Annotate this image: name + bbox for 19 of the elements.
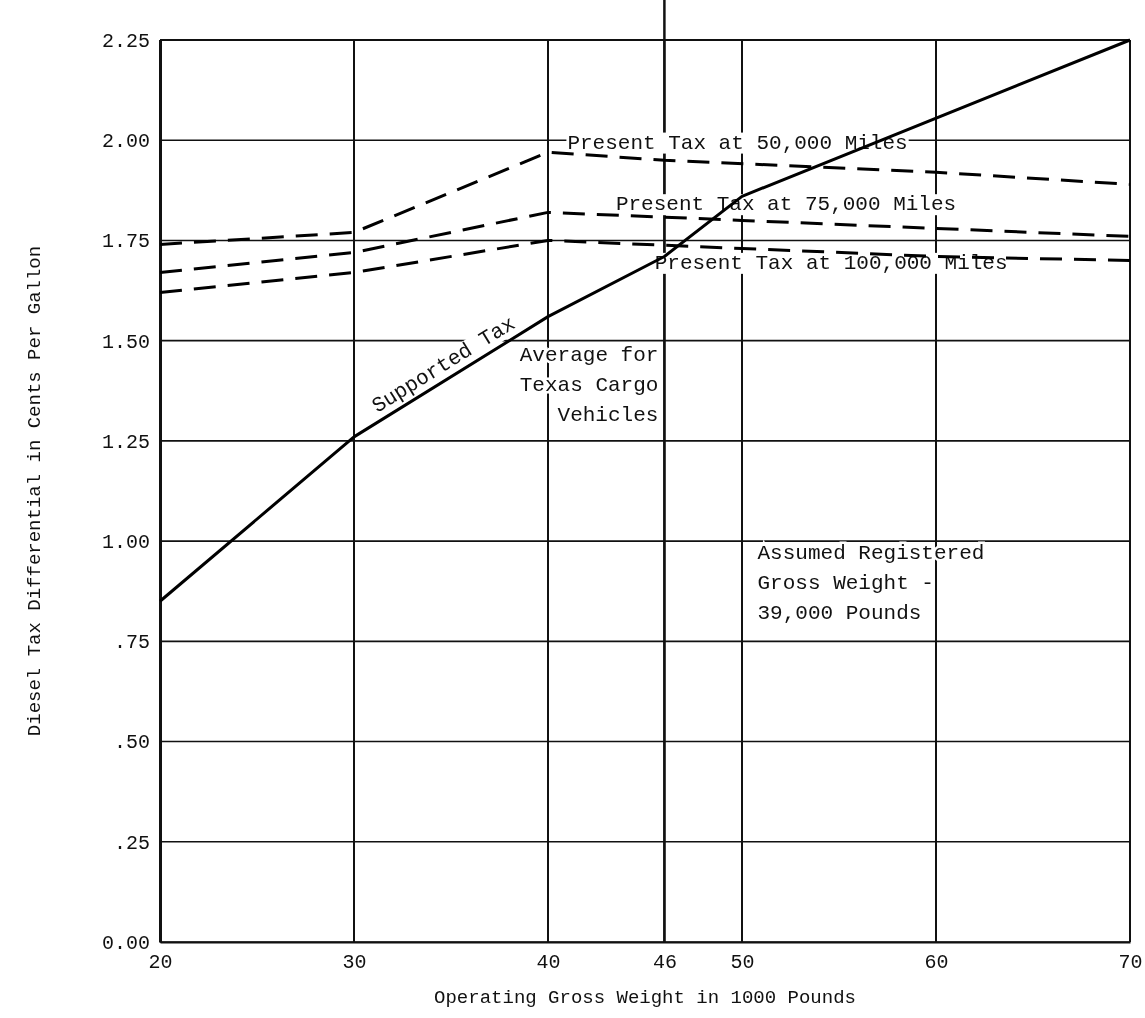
- x-tick-label: 40: [536, 951, 561, 975]
- x-tick-label: 60: [924, 951, 949, 975]
- x-tick-label: 30: [342, 951, 367, 975]
- y-tick-label: 1.50: [101, 330, 150, 354]
- y-tick-label: 1.75: [101, 230, 150, 254]
- x-tick-label: 70: [1118, 951, 1143, 975]
- y-tick-label: .75: [113, 631, 150, 655]
- y-tick-label: .50: [113, 731, 150, 755]
- y-tick-label: .25: [113, 831, 150, 855]
- x-tick-label: 46: [652, 951, 677, 975]
- y-tick-label: 2.00: [101, 130, 150, 154]
- y-tick-label: 1.00: [101, 531, 150, 555]
- y-tick-label: 0.00: [101, 931, 150, 955]
- y-axis-title: Diesel Tax Differential in Cents Per Gallon: [24, 245, 46, 737]
- x-tick-label: 50: [730, 951, 755, 975]
- y-tick-label: 1.25: [101, 430, 150, 454]
- y-tick-label: 2.25: [101, 29, 150, 53]
- x-axis-title: Operating Gross Weight in 1000 Pounds: [434, 987, 856, 1009]
- x-tick-label: 20: [148, 951, 173, 975]
